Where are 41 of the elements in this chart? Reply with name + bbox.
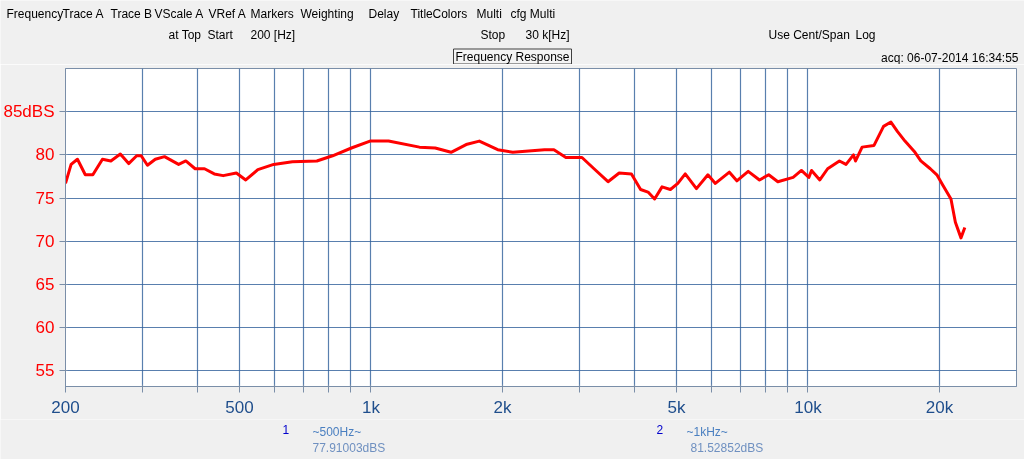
text: Start: [207, 27, 234, 42]
y-tick-label: 70: [35, 231, 55, 251]
y-tick-label: 55: [35, 361, 55, 381]
y-tick-label: 75: [35, 188, 55, 208]
text: VScale A: [154, 6, 204, 21]
x-tick-label: 1k: [361, 397, 381, 417]
text: Stop: [480, 27, 506, 42]
y-tick-label: 65: [35, 275, 55, 295]
text: Trace A: [62, 6, 104, 21]
y-tick-label: 85dBS: [3, 102, 55, 122]
text: 77.91003dBS: [312, 440, 386, 455]
x-tick-label: 200: [51, 397, 80, 417]
text: 1: [282, 422, 290, 437]
text: Trace B: [110, 6, 153, 21]
chart-title: Frequency Response: [455, 49, 570, 64]
text: Title: [410, 6, 434, 21]
text: Colors: [432, 6, 468, 21]
text: Weighting: [300, 6, 354, 21]
text: VRef A: [208, 6, 246, 21]
text: 30 k[Hz]: [525, 27, 570, 42]
text: acq: 06-07-2014 16:34:55: [881, 50, 1019, 65]
text: Use Cent/Span: [768, 27, 850, 42]
y-tick-label: 60: [35, 318, 55, 338]
text: 2: [656, 422, 664, 437]
text: at Top: [168, 27, 202, 42]
text: Multi: [476, 6, 502, 21]
text: cfg Multi: [510, 6, 556, 21]
x-tick-label: 10k: [794, 397, 823, 417]
text: Delay: [368, 6, 400, 21]
text: ~1kHz~: [686, 424, 728, 439]
x-tick-label: 20k: [925, 397, 954, 417]
text: Frequency: [6, 6, 64, 21]
y-tick-label: 80: [35, 145, 55, 165]
text: Markers: [250, 6, 294, 21]
text: 200 [Hz]: [250, 27, 296, 42]
text: ~500Hz~: [312, 424, 362, 439]
text: Log: [855, 27, 876, 42]
x-tick-label: 500: [225, 397, 254, 417]
text: 81.52852dBS: [690, 440, 764, 455]
x-tick-label: 2k: [493, 397, 512, 417]
x-tick-label: 5k: [667, 397, 686, 417]
